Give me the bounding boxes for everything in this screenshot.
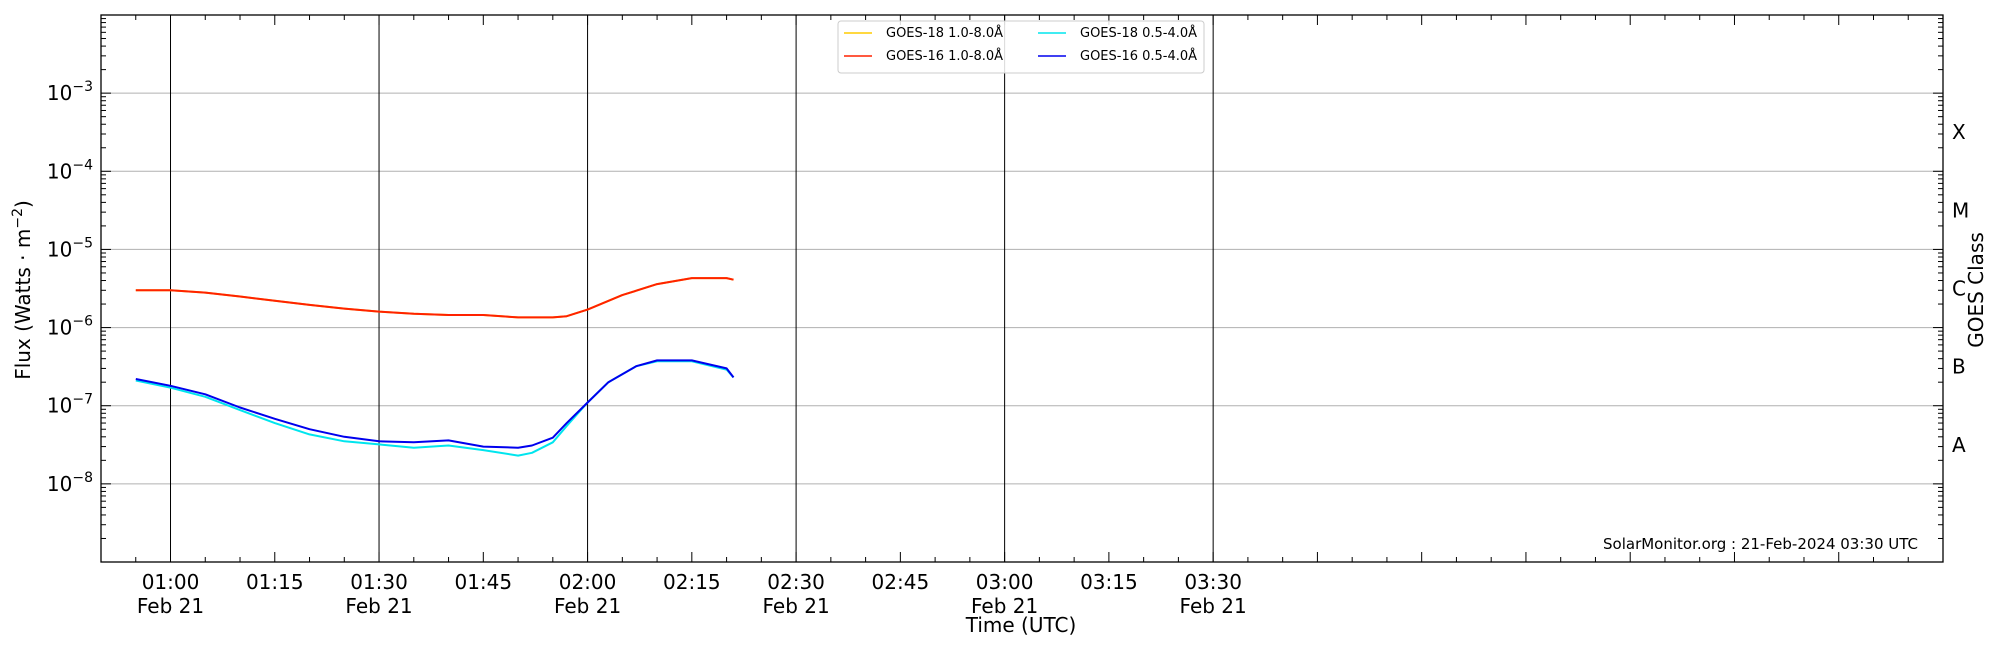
legend-label: GOES-18 1.0-8.0Å [886,25,1003,41]
legend: GOES-18 1.0-8.0Å GOES-18 0.5-4.0Å GOES-16 … [837,20,1205,74]
x-tick-date-label: Feb 21 [345,594,412,618]
x-tick-time-label: 03:15 [1080,570,1138,594]
x-tick-time-label: 02:45 [872,570,930,594]
x-tick-time-label: 01:30 [350,570,408,594]
legend-box [837,20,1205,74]
series-line [135,359,735,449]
y-axis-title: Flux (Watts · m−2) [10,200,35,380]
series-line [135,277,734,319]
x-tick-time-label: 02:00 [559,570,617,594]
y-tick-label: 10−8 [47,470,93,496]
x-tick-date-label: Feb 21 [554,594,621,618]
x-tick-date-label: Feb 21 [137,594,204,618]
x-tick-time-label: 03:00 [976,570,1034,594]
legend-label: GOES-16 0.5-4.0Å [1080,48,1197,64]
x-tick-time-label: 01:00 [142,570,200,594]
x-tick-time-label: 01:15 [246,570,304,594]
legend-label: GOES-16 1.0-8.0Å [886,48,1003,64]
goes-class-label: X [1952,120,1966,144]
grid-layer [101,15,1943,562]
goes-class-label: C [1952,277,1966,301]
plot-frame [100,14,1944,563]
x-tick-time-label: 02:30 [767,570,825,594]
x-tick-time-label: 03:30 [1184,570,1242,594]
y-tick-label: 10−4 [47,157,93,183]
x-tick-time-label: 02:15 [663,570,721,594]
legend-label: GOES-18 0.5-4.0Å [1080,25,1197,41]
x-axis-title: Time (UTC) [965,613,1077,637]
x-tick-time-label: 01:45 [454,570,512,594]
goes-class-label: A [1952,433,1966,457]
x-tick-date-label: Feb 21 [971,594,1038,618]
series-line [135,277,734,319]
series-layer [135,277,735,457]
x-tick-date-label: Feb 21 [762,594,829,618]
goes-class-label: B [1952,355,1966,379]
goes-class-label: M [1952,198,1969,222]
right-axis-title: GOES Class [1964,232,1988,348]
x-tick-date-label: Feb 21 [1180,594,1247,618]
y-tick-label: 10−7 [47,392,93,418]
y-tick-label: 10−3 [47,79,93,105]
y-tick-label: 10−6 [47,314,93,340]
y-tick-label: 10−5 [47,235,93,261]
timestamp-annotation: SolarMonitor.org : 21-Feb-2024 03:30 UTC [1603,535,1918,553]
